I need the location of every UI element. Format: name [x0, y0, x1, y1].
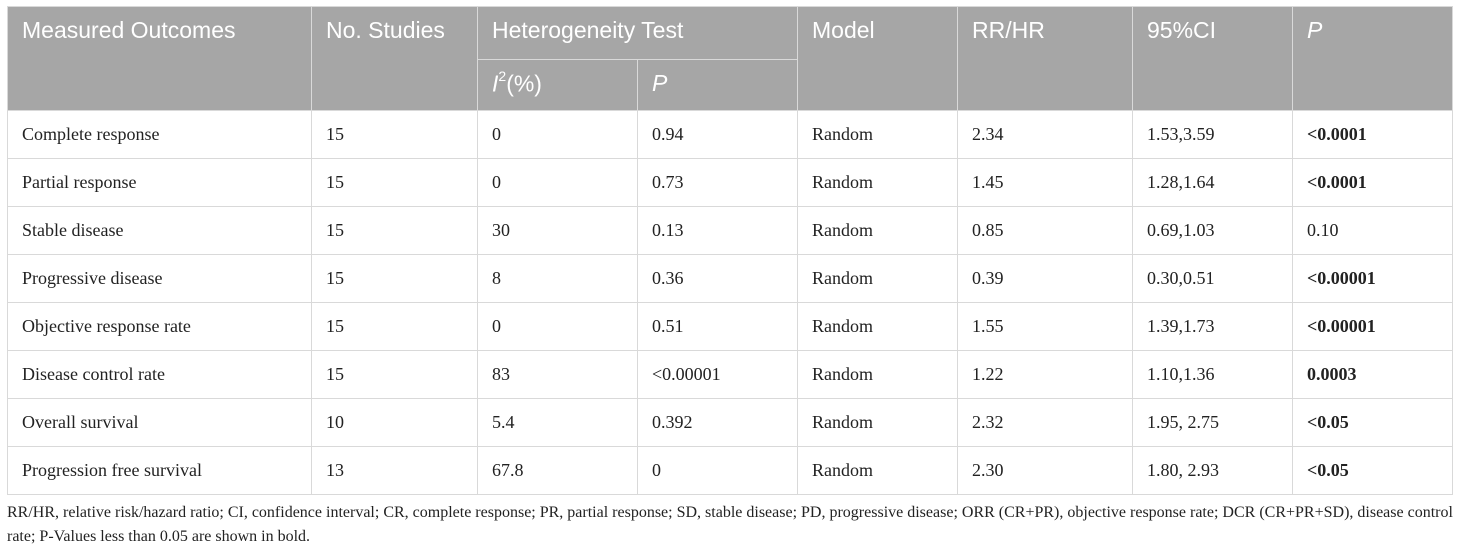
- results-table-container: Measured Outcomes No. Studies Heterogene…: [7, 6, 1453, 549]
- cell-heterogeneity-p: 0.392: [636, 398, 799, 447]
- cell-no-studies: 15: [311, 206, 478, 255]
- header-heterogeneity-test: Heterogeneity Test: [476, 6, 799, 60]
- cell-p-value: <0.00001: [1292, 302, 1453, 351]
- cell-no-studies: 15: [311, 254, 478, 303]
- cell-rr-hr: 1.45: [957, 158, 1134, 207]
- cell-outcome: Objective response rate: [7, 302, 312, 351]
- table-row: Stable disease 15 30 0.13 Random 0.85 0.69,1.0…: [7, 206, 1453, 255]
- cell-i2: 0: [477, 110, 638, 159]
- cell-model: Random: [797, 158, 959, 207]
- table-row: Disease control rate 15 83 <0.00001 Random 1.…: [7, 350, 1453, 399]
- table-row: Progression free survival 13 67.8 0 Random 2.…: [7, 446, 1453, 495]
- cell-95ci: 1.80, 2.93: [1132, 446, 1294, 495]
- cell-model: Random: [797, 446, 959, 495]
- cell-p-value: <0.05: [1292, 398, 1453, 447]
- cell-heterogeneity-p: 0.51: [636, 302, 799, 351]
- cell-i2: 0: [477, 302, 638, 351]
- cell-outcome: Stable disease: [7, 206, 312, 255]
- cell-model: Random: [797, 206, 959, 255]
- cell-heterogeneity-p: 0.94: [636, 110, 799, 159]
- cell-p-value: <0.00001: [1292, 254, 1453, 303]
- header-95ci: 95%CI: [1132, 6, 1294, 111]
- cell-heterogeneity-p: 0.13: [636, 206, 799, 255]
- cell-no-studies: 15: [311, 350, 478, 399]
- table-row: Complete response 15 0 0.94 Random 2.34 1.53,3…: [7, 110, 1453, 159]
- cell-model: Random: [797, 110, 959, 159]
- cell-p-value: 0.0003: [1292, 350, 1453, 399]
- cell-rr-hr: 2.34: [957, 110, 1134, 159]
- table-footnote: RR/HR, relative risk/hazard ratio; CI, c…: [7, 504, 1453, 545]
- cell-outcome: Overall survival: [7, 398, 312, 447]
- cell-95ci: 1.95, 2.75: [1132, 398, 1294, 447]
- table-row: Overall survival 10 5.4 0.392 Random 2.32 1.95…: [7, 398, 1453, 447]
- cell-outcome: Partial response: [7, 158, 312, 207]
- cell-95ci: 1.53,3.59: [1132, 110, 1294, 159]
- cell-no-studies: 10: [311, 398, 478, 447]
- cell-outcome: Progression free survival: [7, 446, 312, 495]
- cell-no-studies: 15: [311, 302, 478, 351]
- header-model: Model: [797, 6, 959, 111]
- cell-p-value: <0.0001: [1292, 110, 1453, 159]
- cell-rr-hr: 0.85: [957, 206, 1134, 255]
- cell-i2: 83: [477, 350, 638, 399]
- header-measured-outcomes: Measured Outcomes: [7, 6, 312, 111]
- cell-no-studies: 15: [311, 158, 478, 207]
- cell-heterogeneity-p: 0.73: [636, 158, 799, 207]
- cell-heterogeneity-p: 0: [636, 446, 799, 495]
- cell-i2: 30: [477, 206, 638, 255]
- cell-p-value: <0.0001: [1292, 158, 1453, 207]
- cell-rr-hr: 1.55: [957, 302, 1134, 351]
- cell-rr-hr: 2.32: [957, 398, 1134, 447]
- header-p-value: P: [1292, 6, 1453, 111]
- table-row: Partial response 15 0 0.73 Random 1.45 1.28,1.…: [7, 158, 1453, 207]
- header-rr-hr: RR/HR: [957, 6, 1134, 111]
- cell-model: Random: [797, 302, 959, 351]
- cell-95ci: 1.28,1.64: [1132, 158, 1294, 207]
- header-i2-unit: (%): [506, 70, 542, 97]
- cell-95ci: 0.30,0.51: [1132, 254, 1294, 303]
- cell-outcome: Progressive disease: [7, 254, 312, 303]
- cell-outcome: Complete response: [7, 110, 312, 159]
- cell-p-value: 0.10: [1292, 206, 1453, 255]
- cell-rr-hr: 1.22: [957, 350, 1134, 399]
- header-no-studies: No. Studies: [311, 6, 478, 111]
- cell-95ci: 1.39,1.73: [1132, 302, 1294, 351]
- header-i2: I2(%): [477, 59, 638, 111]
- cell-i2: 8: [477, 254, 638, 303]
- cell-i2: 67.8: [477, 446, 638, 495]
- cell-model: Random: [797, 254, 959, 303]
- table-row: Objective response rate 15 0 0.51 Random 1.55…: [7, 302, 1453, 351]
- cell-no-studies: 15: [311, 110, 478, 159]
- cell-95ci: 0.69,1.03: [1132, 206, 1294, 255]
- cell-model: Random: [797, 398, 959, 447]
- table-header: Measured Outcomes No. Studies Heterogene…: [7, 6, 1453, 111]
- table-row: Progressive disease 15 8 0.36 Random 0.39 0.30…: [7, 254, 1453, 303]
- cell-rr-hr: 0.39: [957, 254, 1134, 303]
- table-body: Complete response 15 0 0.94 Random 2.34 1.53,3…: [7, 110, 1453, 495]
- cell-rr-hr: 2.30: [957, 446, 1134, 495]
- header-i2-superscript: 2: [498, 68, 507, 84]
- header-i2-letter: I: [492, 70, 499, 97]
- cell-p-value: <0.05: [1292, 446, 1453, 495]
- cell-i2: 5.4: [477, 398, 638, 447]
- header-heterogeneity-p: P: [636, 59, 799, 111]
- cell-i2: 0: [477, 158, 638, 207]
- meta-analysis-results-table: Measured Outcomes No. Studies Heterogene…: [7, 6, 1453, 495]
- cell-heterogeneity-p: 0.36: [636, 254, 799, 303]
- cell-95ci: 1.10,1.36: [1132, 350, 1294, 399]
- cell-no-studies: 13: [311, 446, 478, 495]
- cell-heterogeneity-p: <0.00001: [636, 350, 799, 399]
- cell-outcome: Disease control rate: [7, 350, 312, 399]
- cell-model: Random: [797, 350, 959, 399]
